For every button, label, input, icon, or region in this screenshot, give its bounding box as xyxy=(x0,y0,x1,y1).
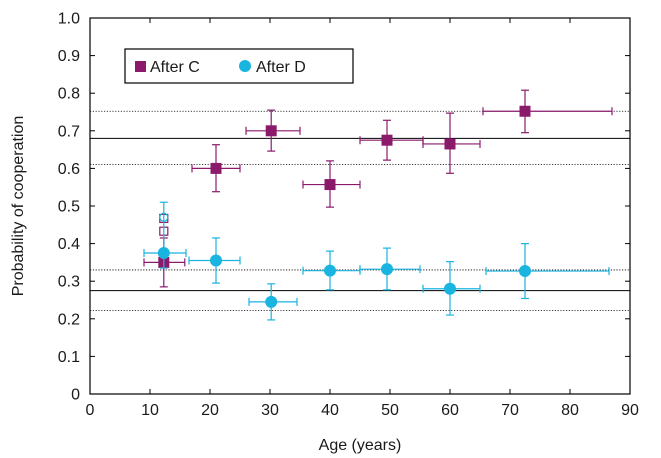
series-layer xyxy=(143,89,613,321)
legend-marker-after-c xyxy=(135,61,146,72)
x-tick-label: 90 xyxy=(621,402,639,419)
y-tick-label: 0.4 xyxy=(58,236,80,253)
y-axis-title: Probability of cooperation xyxy=(10,116,27,297)
x-tick-label: 80 xyxy=(561,402,579,419)
y-tick-label: 1.0 xyxy=(58,11,80,28)
data-point-circle xyxy=(157,247,170,259)
y-tick-label: 0.2 xyxy=(58,311,80,328)
data-point-circle xyxy=(381,263,393,276)
data-point-circle xyxy=(210,254,222,267)
data-point-square xyxy=(381,134,393,146)
x-tick-label: 50 xyxy=(381,402,399,419)
data-point-square xyxy=(444,138,456,150)
data-point-circle xyxy=(444,282,456,295)
x-tick-label: 70 xyxy=(501,402,519,419)
x-tick-label: 60 xyxy=(441,402,459,419)
y-tick-label: 0.9 xyxy=(58,48,80,65)
x-tick-label: 20 xyxy=(201,402,219,419)
x-tick-label: 0 xyxy=(86,402,95,419)
y-tick-label: 0.8 xyxy=(58,86,80,103)
data-point-square xyxy=(210,162,222,174)
series-after-d xyxy=(143,201,610,321)
x-tick-label: 40 xyxy=(321,402,339,419)
x-tick-label: 10 xyxy=(141,402,159,419)
y-tick-label: 0.3 xyxy=(58,274,80,291)
data-point-circle xyxy=(265,295,278,308)
data-point-square xyxy=(519,105,531,117)
series-after-c xyxy=(143,89,613,288)
plot-area-frame xyxy=(89,17,631,395)
legend-label-after-c: After C xyxy=(150,59,200,76)
y-tick-label: 0.7 xyxy=(58,123,80,140)
y-tick-label: 0.5 xyxy=(58,199,80,216)
data-point-square xyxy=(324,179,336,191)
x-axis-ticks: 0 10 20 30 40 50 60 70 80 90 xyxy=(86,18,639,419)
data-point-circle xyxy=(324,264,336,277)
legend-label-after-d: After D xyxy=(256,59,306,76)
y-tick-label: 0.6 xyxy=(58,161,80,178)
x-axis-title: Age (years) xyxy=(319,437,402,454)
data-point-square xyxy=(265,125,277,137)
y-tick-label: 0.1 xyxy=(58,349,80,366)
y-tick-label: 0 xyxy=(71,387,80,404)
x-tick-label: 30 xyxy=(261,402,279,419)
legend-marker-after-d xyxy=(239,60,251,72)
legend: After C After D xyxy=(124,48,354,84)
y-axis-ticks: 0 0.1 0.2 0.3 0.4 0.5 0.6 0.7 0.8 0.9 1.0 xyxy=(58,11,630,404)
data-point-circle xyxy=(519,265,531,278)
